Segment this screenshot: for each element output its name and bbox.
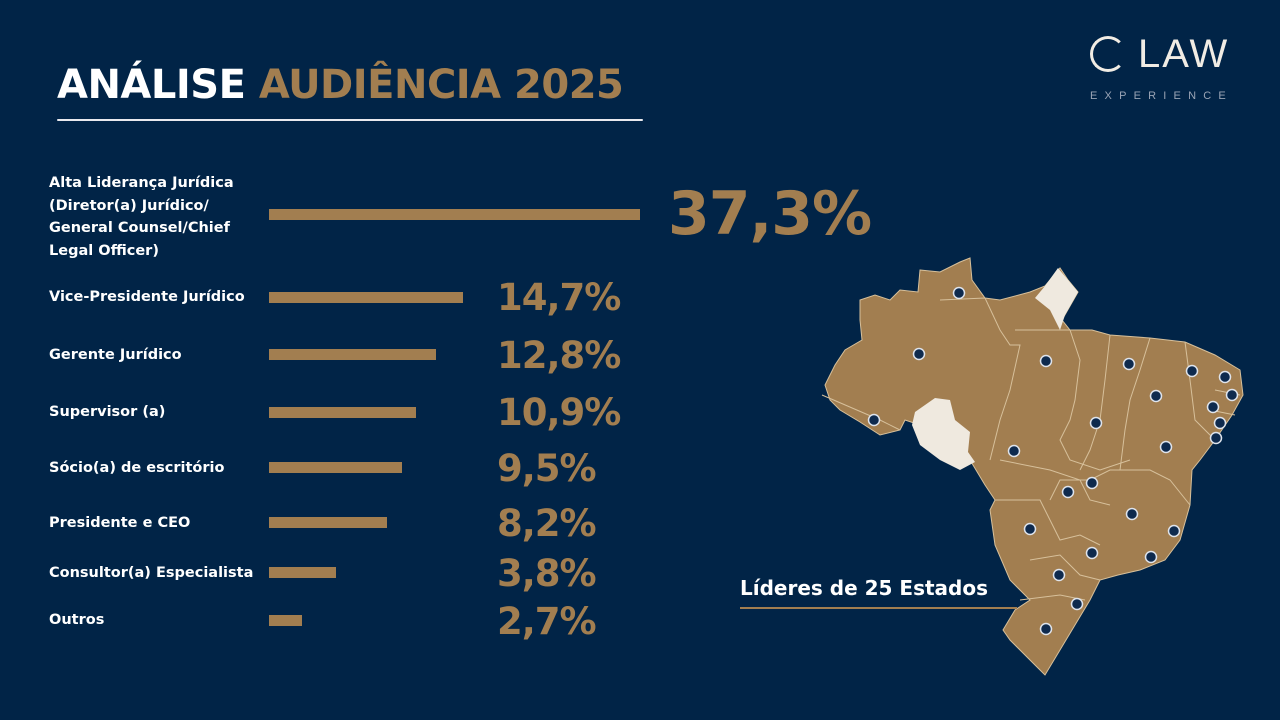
label-line: (Diretor(a) Jurídico/ [49,197,209,214]
c-logo-pin-icon [1213,416,1227,430]
bar-consultor [269,567,336,578]
c-logo-pin-icon [1218,370,1232,384]
c-logo-pin-icon [1149,389,1163,403]
bar-presidente-ceo [269,517,387,528]
row-label-alta-lideranca: Alta Liderança Jurídica (Diretor(a) Jurí… [49,172,234,262]
value-outros: 2,7% [497,600,597,643]
c-logo-pin-icon [1039,354,1053,368]
c-logo-pin-icon [867,413,881,427]
bar-supervisor [269,407,416,418]
row-label-socio: Sócio(a) de escritório [49,460,225,476]
c-logo-pin-icon [1070,597,1084,611]
c-logo-pin-icon [1206,400,1220,414]
value-presidente-ceo: 8,2% [497,502,597,545]
c-logo-pin-icon [1144,550,1158,564]
value-consultor: 3,8% [497,552,597,595]
c-logo-pin-icon [1085,476,1099,490]
bar-gerente [269,349,436,360]
brazil-map-states [821,257,1244,676]
row-label-gerente: Gerente Jurídico [49,347,182,363]
c-logo-pin-icon [1089,416,1103,430]
bar-alta-lideranca [269,209,640,220]
brazil-map [821,257,1244,676]
c-logo-pin-icon [1185,364,1199,378]
row-label-vice-presidente: Vice-Presidente Jurídico [49,289,245,305]
c-logo-pin-icon [1159,440,1173,454]
value-socio: 9,5% [497,447,597,490]
states-count-label: Líderes de 25 Estados [740,576,988,600]
logo-name: LAW [1138,32,1230,76]
c-logo-pin-icon [1225,388,1239,402]
c-logo-mark-icon [1090,36,1126,72]
row-label-supervisor: Supervisor (a) [49,404,166,420]
logo-subtitle: EXPERIENCE [1090,90,1233,102]
label-line: General Counsel/Chief [49,220,230,236]
c-logo-pin-icon [952,286,966,300]
title-underline [57,119,643,121]
c-logo-pin-icon [1125,507,1139,521]
row-label-consultor: Consultor(a) Especialista [49,565,254,581]
c-logo-pin-icon [1167,524,1181,538]
states-label-underline [740,607,1017,609]
bar-vice-presidente [269,292,463,303]
c-logo-pin-icon [1023,522,1037,536]
map-state-amapa [1035,268,1078,330]
title-part-1: ANÁLISE [57,62,246,108]
c-logo-pin-icon [912,347,926,361]
value-supervisor: 10,9% [497,391,621,434]
bar-outros [269,615,302,626]
c-logo-pin-icon [1085,546,1099,560]
value-alta-lideranca: 37,3% [668,179,872,249]
c-logo-pin-icon [1061,485,1075,499]
value-vice-presidente: 14,7% [497,276,621,319]
label-line: Legal Officer) [49,242,159,259]
value-gerente: 12,8% [497,334,621,377]
label-line: Alta Liderança Jurídica [49,175,234,191]
claw-experience-logo: LAW EXPERIENCE [1088,32,1248,104]
c-logo-pin-icon [1122,357,1136,371]
bar-socio [269,462,402,473]
row-label-outros: Outros [49,612,105,628]
c-logo-pin-icon [1209,431,1223,445]
c-logo-pin-icon [1052,568,1066,582]
row-label-presidente-ceo: Presidente e CEO [49,515,191,531]
state-markers [867,286,1239,636]
c-logo-pin-icon [1007,444,1021,458]
c-logo-pin-icon [1039,622,1053,636]
map-state-rondonia [912,398,975,470]
page-title: ANÁLISE AUDIÊNCIA 2025 [57,62,624,108]
title-part-2: AUDIÊNCIA 2025 [258,62,624,108]
